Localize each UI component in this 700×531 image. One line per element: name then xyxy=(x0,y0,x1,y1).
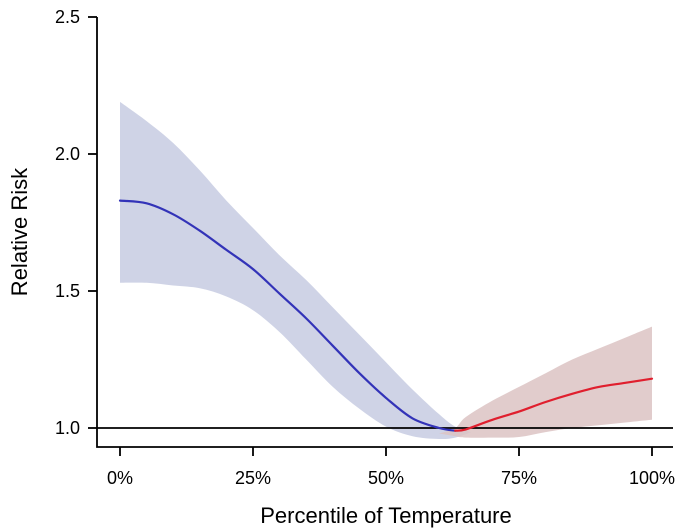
x-tick-label: 0% xyxy=(107,468,133,488)
y-tick-label: 1.0 xyxy=(55,418,80,438)
cold-segment-blue-confidence-band xyxy=(120,101,472,440)
x-tick-label: 100% xyxy=(629,468,675,488)
x-tick-label: 75% xyxy=(501,468,537,488)
tick-labels: 1.0 1.5 2.0 2.5 0% 25% 50% 75% 100% xyxy=(55,7,675,488)
axes xyxy=(88,16,673,456)
y-tick-label: 1.5 xyxy=(55,281,80,301)
risk-curves xyxy=(118,199,654,432)
heat-segment-red-confidence-band xyxy=(439,326,652,438)
y-tick-label: 2.0 xyxy=(55,144,80,164)
confidence-bands xyxy=(120,101,652,440)
x-axis-label: Percentile of Temperature xyxy=(260,503,512,528)
x-tick-label: 25% xyxy=(235,468,271,488)
heat-segment-red-curve xyxy=(454,377,654,432)
cold-segment-blue-curve xyxy=(118,199,457,432)
x-tick-label: 50% xyxy=(368,468,404,488)
y-tick-label: 2.5 xyxy=(55,7,80,27)
y-axis-label: Relative Risk xyxy=(7,167,32,296)
axis-lines xyxy=(96,17,673,448)
